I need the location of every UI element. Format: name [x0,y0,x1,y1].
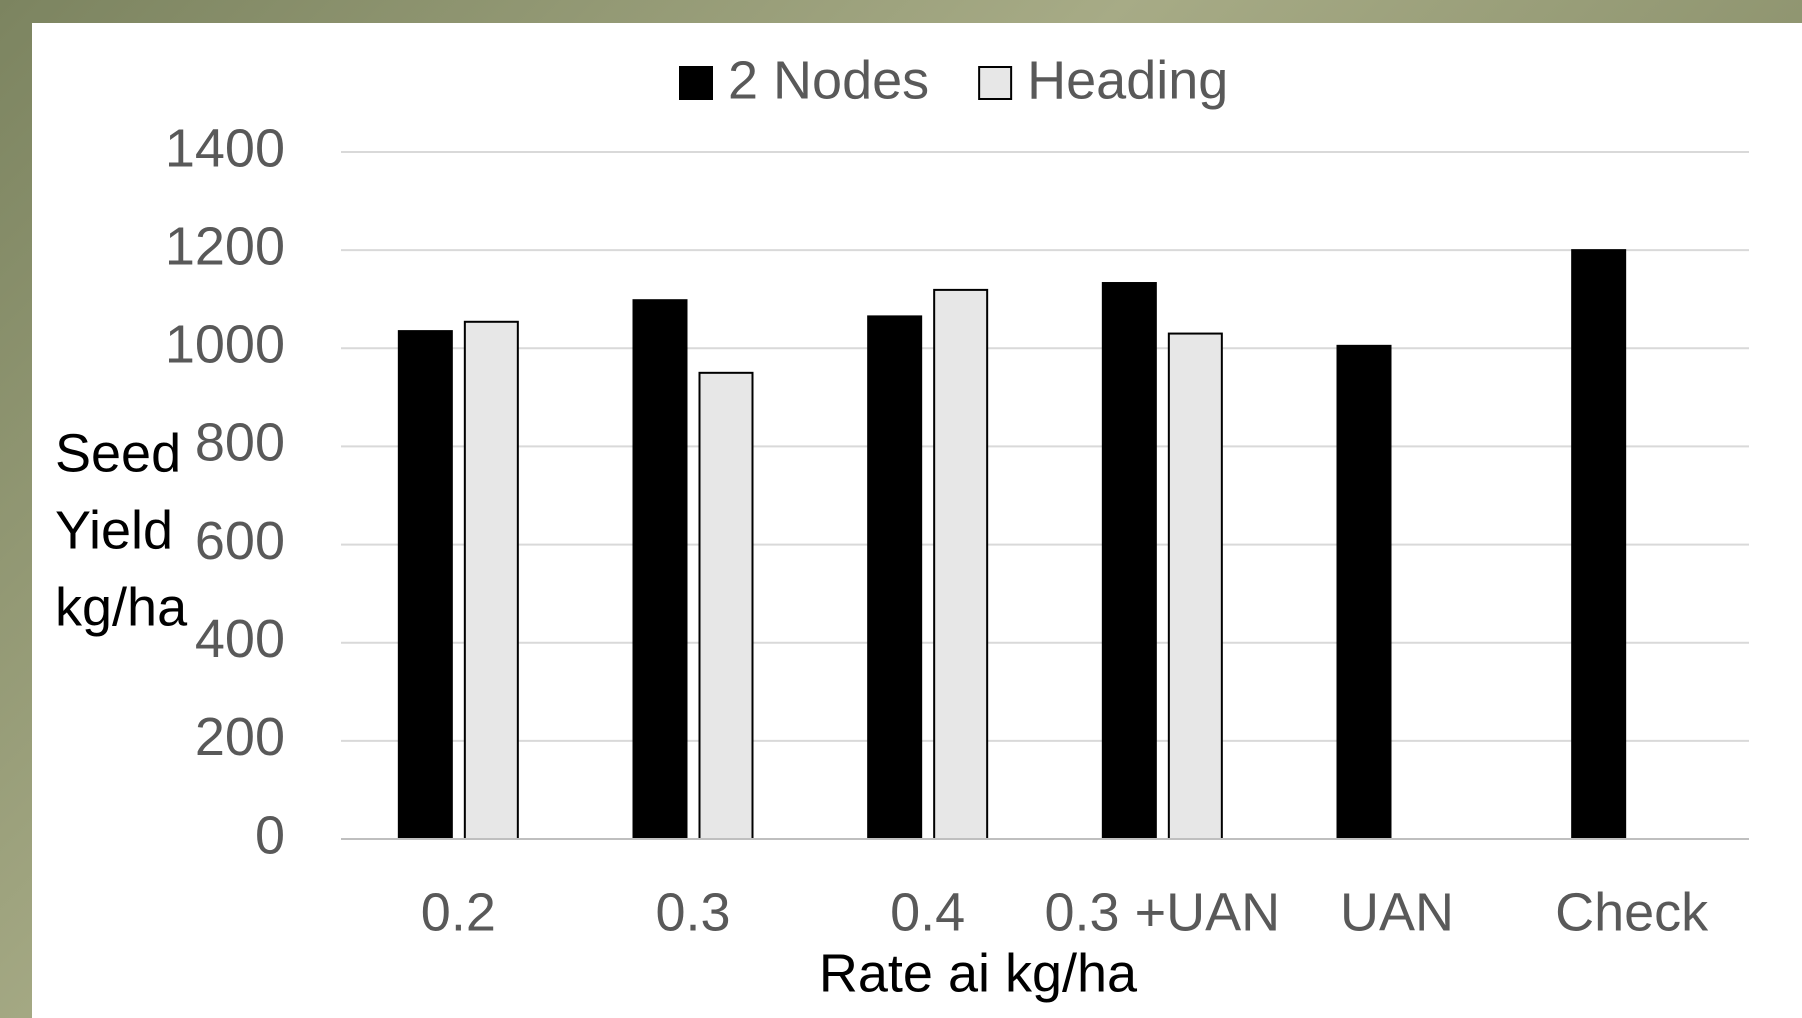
bar [463,320,519,840]
x-tick-label: Check [1555,882,1709,942]
y-tick-label: 1000 [165,315,285,375]
bar [698,371,754,840]
y-axis-label: Yield [55,500,173,560]
bar [1167,332,1223,840]
bar [1101,282,1157,841]
bar [1571,249,1627,840]
legend-swatch [978,66,1013,100]
y-tick-label: 0 [255,805,285,865]
bar [1336,344,1392,840]
legend-label: 2 Nodes [728,50,929,110]
y-axis-label: kg/ha [55,577,188,637]
x-tick-label: 0.4 [890,882,965,942]
y-tick-label: 600 [195,511,285,571]
legend-swatch [679,66,713,100]
y-axis-label: Seed [55,423,181,483]
y-tick-label: 400 [195,609,285,669]
x-tick-label: UAN [1340,882,1454,942]
x-tick-label: 0.3 +UAN [1045,882,1281,942]
bar [933,288,989,841]
bar [867,315,923,840]
x-axis-label: Rate ai kg/ha [819,943,1138,1003]
y-tick-label: 800 [195,413,285,473]
bar [397,330,453,840]
bar [632,299,688,840]
y-tick-label: 200 [195,707,285,767]
x-tick-label: 0.2 [421,882,496,942]
legend-label: Heading [1027,50,1228,110]
y-tick-label: 1200 [165,216,285,276]
y-tick-label: 1400 [165,118,285,178]
x-tick-label: 0.3 [655,882,730,942]
